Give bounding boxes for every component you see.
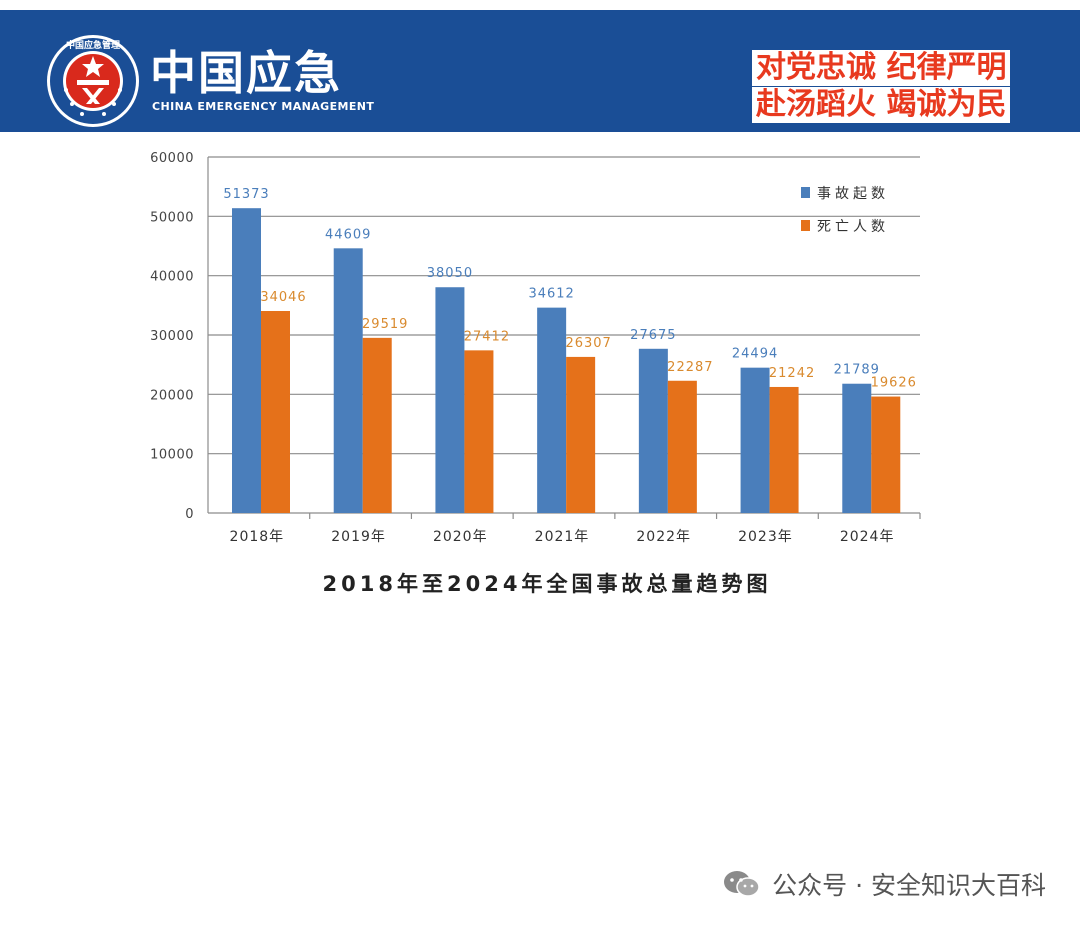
bar-accidents [333,248,363,513]
bar-deaths [261,310,290,513]
bar-deaths [769,386,799,513]
data-label: 21789 [834,363,880,378]
data-label: 22287 [667,360,713,375]
x-tick-label: 2018年 [230,529,285,545]
bar-deaths [464,350,494,513]
bar-accidents [842,383,872,513]
brand-name-en: CHINA EMERGENCY MANAGEMENT [152,100,375,113]
slogan-line-1: 对党忠诚 纪律严明 [752,50,1011,86]
bar-accidents [435,287,465,513]
bar-accidents [638,348,668,513]
data-label: 38050 [427,266,473,281]
y-tick-label: 50000 [150,210,194,225]
slogan-line-2: 赴汤蹈火 竭诚为民 [752,87,1011,123]
legend-label: 死亡人数 [817,219,889,235]
brand-name-cn: 中国应急 [150,46,342,100]
bar-deaths [871,396,901,513]
x-tick-label: 2021年 [535,529,590,545]
emergency-logo-icon: 中国应急管理 [47,35,139,127]
data-label: 19626 [871,376,917,391]
y-tick-label: 20000 [150,388,194,403]
data-label: 26307 [565,336,611,351]
chart-title: 2018年至2024年全国事故总量趋势图 [322,572,772,596]
x-tick-label: 2019年 [331,529,386,545]
data-label: 21242 [769,366,815,381]
y-tick-label: 10000 [150,448,194,463]
x-tick-label: 2024年 [840,529,895,545]
data-label: 27412 [464,329,510,344]
data-label: 34612 [528,287,574,302]
wechat-icon [724,871,760,897]
x-tick-label: 2022年 [636,529,691,545]
watermark: 公众号 · 安全知识大百科 [722,866,1046,902]
x-tick-label: 2020年 [433,529,488,545]
bar-accidents [232,208,261,513]
y-tick-label: 60000 [150,151,194,166]
data-label: 29519 [362,317,408,332]
legend-swatch [801,220,810,231]
watermark-text: 公众号 · 安全知识大百科 [772,871,1046,900]
legend-swatch [801,187,810,198]
bar-deaths [667,380,697,513]
bar-accidents [537,307,567,513]
data-label: 44609 [325,227,371,242]
y-tick-label: 30000 [150,329,194,344]
data-label: 27675 [630,328,676,343]
bar-accidents [740,367,770,513]
header-banner: 中国应急管理 中国应急 CHINA EMERGENCY MANAGEMENT 对… [0,10,1080,132]
data-label: 24494 [732,347,778,362]
data-label: 51373 [223,187,269,202]
logo-ring-text: 中国应急管理 [66,39,120,51]
legend-label: 事故起数 [817,186,889,202]
accident-trend-bar-chart: 0 10000 20000 30000 40000 50000 60000 2018年 5137… [150,151,921,545]
bar-deaths [362,337,392,513]
y-tick-label: 0 [185,507,194,522]
y-tick-label: 40000 [150,270,194,285]
x-tick-label: 2023年 [738,529,793,545]
bar-deaths [566,356,596,513]
data-label: 34046 [260,290,306,305]
